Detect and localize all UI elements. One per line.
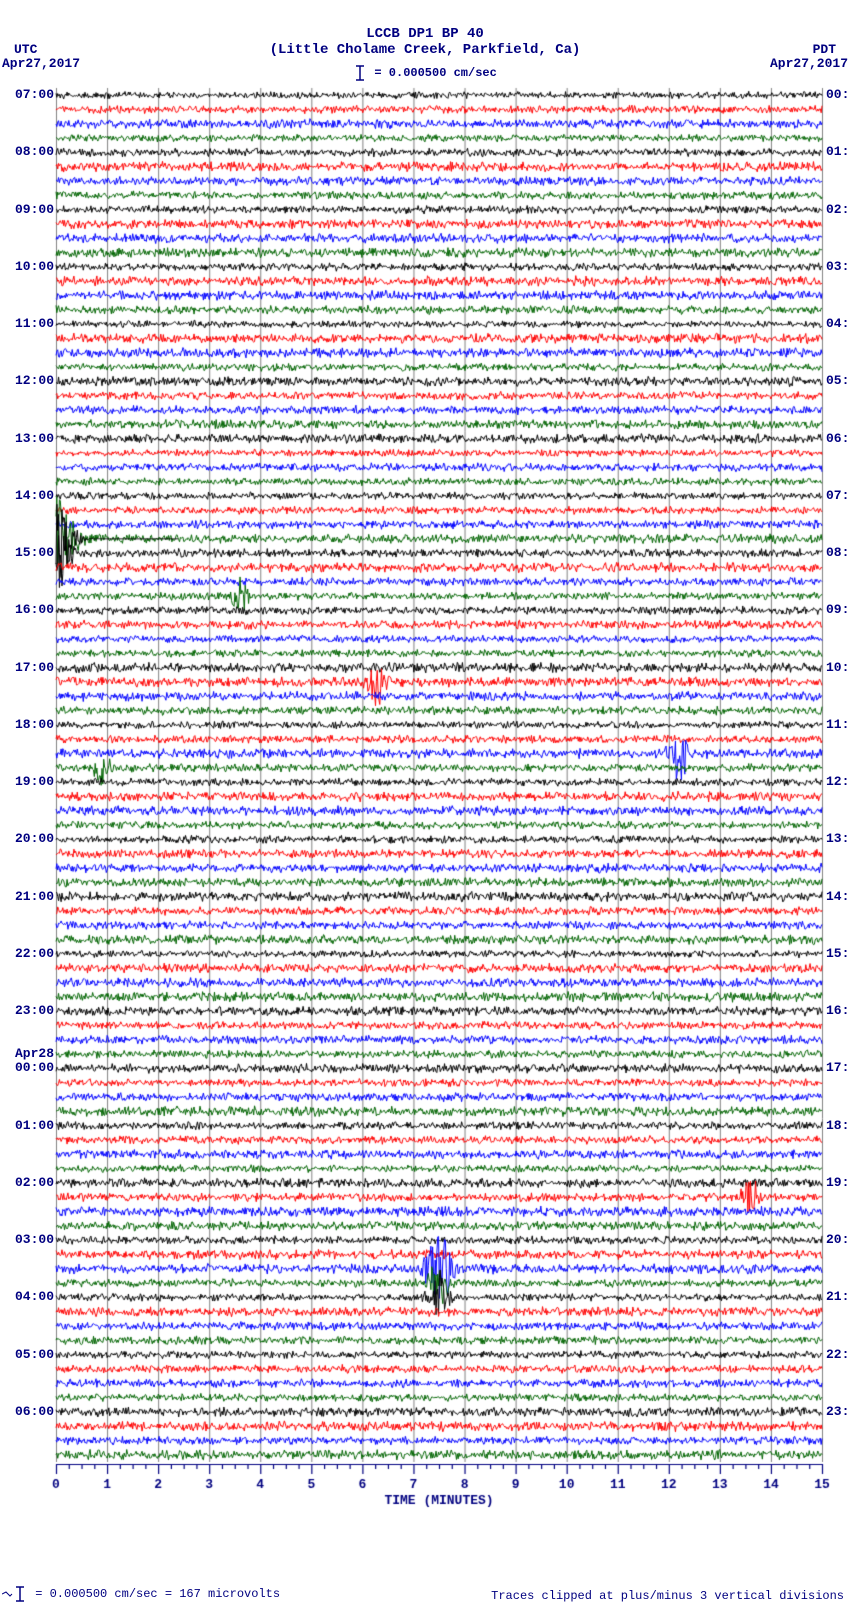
pdt-hour-label: 20:15 <box>826 1232 850 1247</box>
pdt-hour-label: 10:15 <box>826 660 850 675</box>
pdt-hour-label: 22:15 <box>826 1347 850 1362</box>
utc-hour-label: 12:00 <box>15 373 54 388</box>
utc-hour-label: 11:00 <box>15 316 54 331</box>
utc-hour-label: 09:00 <box>15 202 54 217</box>
pdt-hour-label: 02:15 <box>826 202 850 217</box>
pdt-hour-label: 18:15 <box>826 1118 850 1133</box>
pdt-hour-label: 12:15 <box>826 774 850 789</box>
pdt-hour-label: 13:15 <box>826 831 850 846</box>
footer-left-text: = 0.000500 cm/sec = 167 microvolts <box>35 1587 280 1601</box>
utc-hour-label: 00:00 <box>15 1060 54 1075</box>
pdt-hour-label: 14:15 <box>826 889 850 904</box>
pdt-hour-label: 16:15 <box>826 1003 850 1018</box>
utc-hour-label: 22:00 <box>15 946 54 961</box>
pdt-hour-label: 09:15 <box>826 602 850 617</box>
utc-hour-label: 18:00 <box>15 717 54 732</box>
pdt-hour-label: 04:15 <box>826 316 850 331</box>
utc-hour-label: 23:00 <box>15 1003 54 1018</box>
pdt-hour-label: 23:15 <box>826 1404 850 1419</box>
utc-hour-label: 01:00 <box>15 1118 54 1133</box>
pdt-hour-label: 06:15 <box>826 431 850 446</box>
utc-hour-label: 10:00 <box>15 259 54 274</box>
utc-hour-label: 08:00 <box>15 144 54 159</box>
pdt-hour-label: 05:15 <box>826 373 850 388</box>
utc-hour-label: 15:00 <box>15 545 54 560</box>
pdt-hour-label: 15:15 <box>826 946 850 961</box>
pdt-hour-label: 00:15 <box>826 87 850 102</box>
footer-scale: = 0.000500 cm/sec = 167 microvolts <box>2 1585 280 1603</box>
pdt-hour-label: 21:15 <box>826 1289 850 1304</box>
utc-hour-label: 03:00 <box>15 1232 54 1247</box>
utc-hour-label: 20:00 <box>15 831 54 846</box>
utc-hour-label: 04:00 <box>15 1289 54 1304</box>
utc-hour-label: 21:00 <box>15 889 54 904</box>
pdt-hour-label: 01:15 <box>826 144 850 159</box>
utc-hour-label: 13:00 <box>15 431 54 446</box>
helicorder-plot <box>0 0 850 1613</box>
pdt-hour-label: 07:15 <box>826 488 850 503</box>
utc-hour-label: 02:00 <box>15 1175 54 1190</box>
footer-clip: Traces clipped at plus/minus 3 vertical … <box>491 1589 844 1603</box>
utc-hour-label: 19:00 <box>15 774 54 789</box>
utc-hour-label: 17:00 <box>15 660 54 675</box>
utc-hour-label: 14:00 <box>15 488 54 503</box>
pdt-hour-label: 19:15 <box>826 1175 850 1190</box>
pdt-hour-label: 11:15 <box>826 717 850 732</box>
pdt-hour-label: 03:15 <box>826 259 850 274</box>
utc-hour-label: 16:00 <box>15 602 54 617</box>
left-date2: Apr28 <box>15 1046 54 1061</box>
utc-hour-label: 05:00 <box>15 1347 54 1362</box>
utc-hour-label: 06:00 <box>15 1404 54 1419</box>
pdt-hour-label: 08:15 <box>826 545 850 560</box>
utc-hour-label: 07:00 <box>15 87 54 102</box>
pdt-hour-label: 17:15 <box>826 1060 850 1075</box>
